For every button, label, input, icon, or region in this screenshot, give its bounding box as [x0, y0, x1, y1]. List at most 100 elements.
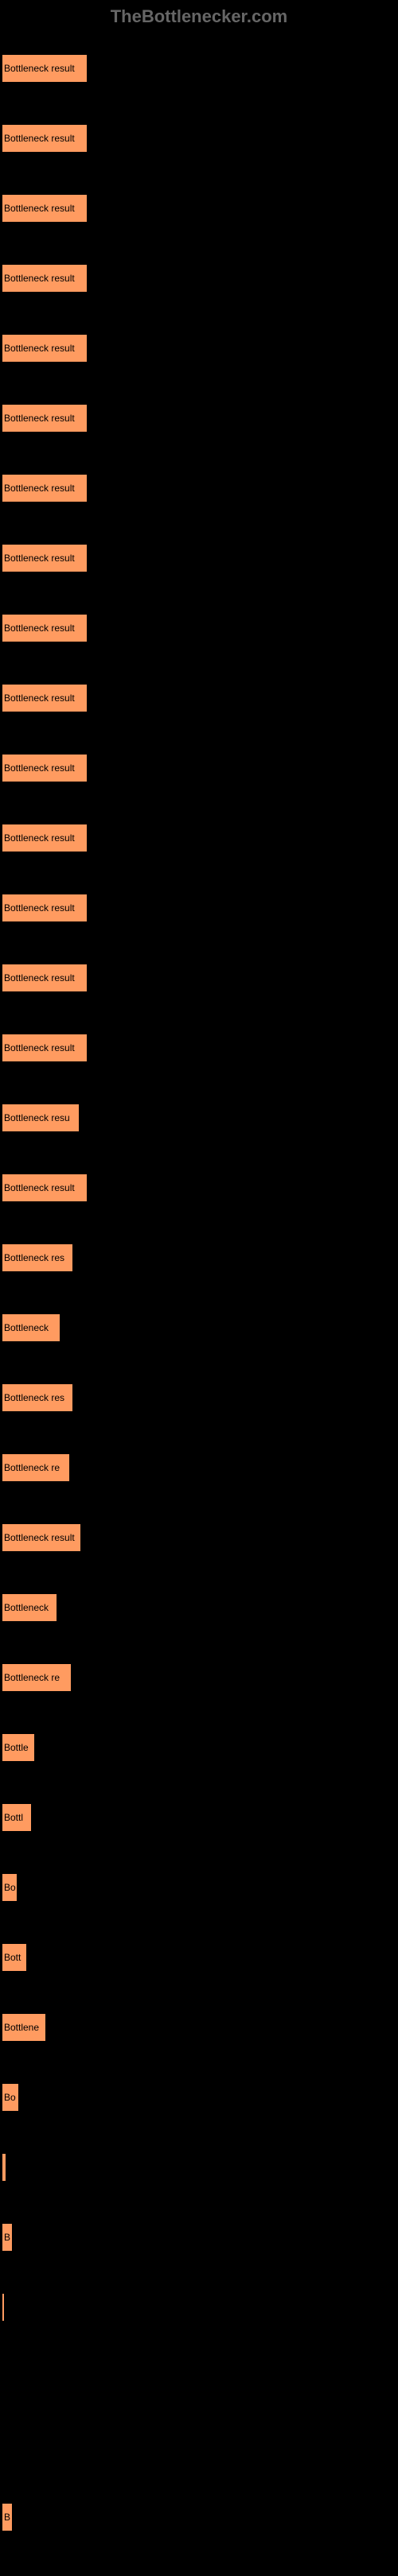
chart-bar: Bottleneck: [2, 1313, 60, 1342]
bar-row: [0, 2420, 398, 2490]
bar-text: B: [2, 2232, 10, 2243]
bar-text: Bottleneck result: [2, 623, 75, 634]
bar-row: Bottleneck result: [0, 951, 398, 1021]
bar-row: Bottleneck res: [0, 1371, 398, 1441]
bar-text: Bo: [2, 1882, 16, 1893]
chart-bar: Bottleneck re: [2, 1663, 72, 1692]
bar-text: Bottleneck result: [2, 1532, 75, 1543]
bar-text: Bottleneck res: [2, 1392, 64, 1403]
bar-row: Bottleneck result: [0, 321, 398, 391]
bar-row: [0, 2280, 398, 2350]
bar-text: Bottleneck result: [2, 413, 75, 424]
bar-text: Bottleneck result: [2, 63, 75, 74]
chart-bar: Bottleneck result: [2, 474, 88, 502]
watermark-text: TheBottlenecker.com: [0, 0, 398, 33]
bar-row: Bottleneck result: [0, 1511, 398, 1581]
bar-row: Bo: [0, 1860, 398, 1930]
bar-text: Bottleneck result: [2, 902, 75, 914]
bar-text: Bottleneck resu: [2, 1112, 70, 1123]
chart-bar: Bottleneck result: [2, 614, 88, 642]
bar-text: Bottlene: [2, 2022, 39, 2033]
bar-row: Bottleneck re: [0, 1441, 398, 1511]
bar-row: Bottleneck result: [0, 461, 398, 531]
bar-text: Bottleneck result: [2, 203, 75, 214]
bar-text: Bo: [2, 2092, 16, 2103]
chart-bar: Bottleneck result: [2, 404, 88, 433]
chart-bar: Bottleneck result: [2, 684, 88, 712]
bar-row: Bottleneck result: [0, 111, 398, 181]
bar-row: Bottleneck re: [0, 1651, 398, 1721]
chart-bar: Bottleneck res: [2, 1243, 73, 1272]
chart-bar: Bottle: [2, 1733, 35, 1762]
chart-bar: Bott: [2, 1943, 27, 1972]
bar-row: Bottleneck: [0, 1301, 398, 1371]
bar-row: Bottleneck result: [0, 181, 398, 251]
chart-bar: Bottlene: [2, 2013, 46, 2042]
bar-row: Bottlene: [0, 2000, 398, 2070]
bar-row: B: [0, 2490, 398, 2560]
bar-text: Bottleneck result: [2, 1182, 75, 1193]
chart-bar: [2, 2433, 3, 2462]
bar-row: Bottleneck res: [0, 1231, 398, 1301]
chart-bar: Bottleneck result: [2, 1174, 88, 1202]
bar-text: Bottleneck result: [2, 273, 75, 284]
chart-bar: Bo: [2, 2083, 19, 2112]
bar-row: Bottleneck result: [0, 811, 398, 881]
chart-bar: Bottleneck result: [2, 754, 88, 782]
chart-bar: Bottleneck re: [2, 1453, 70, 1482]
bar-text: Bottleneck result: [2, 483, 75, 494]
chart-bar: B: [2, 2503, 13, 2531]
chart-bar: Bottleneck result: [2, 1523, 81, 1552]
bar-row: Bott: [0, 1930, 398, 2000]
bar-text: Bottle: [2, 1742, 29, 1753]
bar-row: Bottleneck result: [0, 671, 398, 741]
chart-bar: [2, 2293, 5, 2322]
bar-row: Bo: [0, 2070, 398, 2140]
bar-row: Bottleneck result: [0, 1021, 398, 1091]
bar-text: Bottleneck re: [2, 1672, 60, 1683]
chart-bar: Bottleneck result: [2, 334, 88, 363]
bar-text: Bottleneck: [2, 1322, 49, 1333]
bar-text: Bottleneck result: [2, 343, 75, 354]
chart-bar: Bottleneck result: [2, 894, 88, 922]
chart-bar: Bottleneck res: [2, 1383, 73, 1412]
bar-text: Bottleneck result: [2, 762, 75, 774]
bar-text: B: [2, 2512, 10, 2523]
bar-text: Bottleneck: [2, 1602, 49, 1613]
chart-bar: Bottleneck result: [2, 1034, 88, 1062]
bar-row: Bottleneck result: [0, 741, 398, 811]
chart-bar: Bottleneck result: [2, 124, 88, 153]
chart-bar: Bottl: [2, 1803, 32, 1832]
bar-text: Bottleneck result: [2, 972, 75, 983]
bar-text: Bottleneck re: [2, 1462, 60, 1473]
bar-text: Bottleneck res: [2, 1252, 64, 1263]
chart-bar: Bottleneck result: [2, 824, 88, 852]
chart-bar: Bottleneck result: [2, 194, 88, 223]
chart-bar: Bottleneck: [2, 1593, 57, 1622]
chart-bar: Bottleneck result: [2, 544, 88, 572]
chart-bar: [2, 2153, 6, 2182]
bar-text: Bottleneck result: [2, 553, 75, 564]
chart-bar: [2, 2363, 3, 2392]
bar-row: Bottleneck result: [0, 251, 398, 321]
chart-container: Bottleneck result Bottleneck result Bottle…: [0, 33, 398, 2576]
bar-row: Bottleneck result: [0, 531, 398, 601]
bar-text: Bottleneck result: [2, 1042, 75, 1053]
bar-row: Bottl: [0, 1790, 398, 1860]
bar-row: Bottleneck result: [0, 41, 398, 111]
chart-bar: Bottleneck result: [2, 54, 88, 83]
chart-bar: Bottleneck result: [2, 964, 88, 992]
chart-bar: Bo: [2, 1873, 18, 1902]
bar-row: Bottleneck result: [0, 391, 398, 461]
bar-row: Bottle: [0, 1721, 398, 1790]
bar-text: Bottl: [2, 1812, 23, 1823]
bar-row: [0, 2140, 398, 2210]
bar-row: Bottleneck result: [0, 601, 398, 671]
chart-bar: Bottleneck result: [2, 264, 88, 293]
chart-bar: Bottleneck resu: [2, 1104, 80, 1132]
bar-row: Bottleneck: [0, 1581, 398, 1651]
chart-bar: B: [2, 2223, 13, 2252]
bar-row: Bottleneck resu: [0, 1091, 398, 1161]
bar-text: Bottleneck result: [2, 692, 75, 704]
bar-row: [0, 2350, 398, 2420]
